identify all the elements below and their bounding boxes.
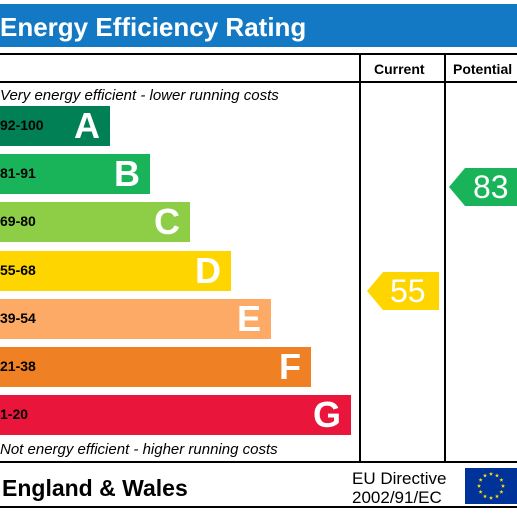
band-range-label: 92-100 (0, 117, 44, 133)
band-a: 92-100 A (0, 106, 110, 146)
band-b: 81-91 B (0, 154, 150, 194)
band-e: 39-54 E (0, 299, 271, 339)
potential-rating-value: 83 (473, 169, 509, 205)
band-range-label: 55-68 (0, 262, 36, 278)
band-f: 21-38 F (0, 347, 311, 387)
region-label: England & Wales (2, 475, 188, 501)
band-range-label: 69-80 (0, 213, 36, 229)
header-row-divider (0, 81, 517, 83)
band-letter-label: D (195, 250, 221, 291)
current-rating-arrow (367, 272, 439, 310)
band-g: 1-20 G (0, 395, 351, 435)
band-letter-label: G (312, 394, 341, 435)
band-d: 55-68 D (0, 251, 231, 291)
eu-star-icon (494, 494, 500, 499)
band-letter-label: E (236, 298, 261, 339)
top-note: Very energy efficient - lower running co… (0, 87, 279, 104)
current-column-divider (359, 53, 361, 463)
eu-star-icon (500, 483, 506, 488)
potential-column-header: Potential (453, 61, 513, 77)
band-letter-label: F (279, 346, 301, 387)
band-c: 69-80 C (0, 202, 190, 242)
chart-frame (0, 53, 517, 508)
eu-star-icon (476, 483, 482, 488)
header-bar: Energy Efficiency Rating (0, 4, 517, 47)
eu-directive-label: EU Directive (352, 469, 447, 488)
band-range-label: 21-38 (0, 358, 36, 374)
eu-star-icon (499, 477, 504, 482)
current-rating-value: 55 (390, 273, 426, 309)
band-letter-label: C (154, 201, 180, 242)
chart-title: Energy Efficiency Rating (0, 12, 307, 42)
band-letter-label: B (114, 153, 140, 194)
eu-star-icon (499, 489, 504, 494)
band-range-label: 81-91 (0, 165, 36, 181)
band-range-label: 1-20 (0, 406, 29, 422)
eu-star-icon (482, 473, 488, 478)
potential-column-divider (444, 53, 446, 463)
potential-rating-arrow (449, 168, 517, 206)
band-range-label: 39-54 (0, 310, 36, 326)
eu-star-icon (488, 471, 494, 476)
current-column-header: Current (374, 61, 425, 77)
eu-star-icon (478, 489, 483, 494)
footer-divider (0, 461, 517, 463)
band-letter-label: A (74, 105, 100, 146)
eu-star-icon (478, 477, 483, 482)
eu-star-icon (482, 494, 488, 499)
bottom-note: Not energy efficient - higher running co… (0, 441, 278, 458)
eu-directive-number: 2002/91/EC (352, 488, 442, 507)
eu-star-icon (488, 495, 494, 500)
eu-star-icon (494, 473, 500, 478)
eu-flag-icon (465, 468, 517, 504)
